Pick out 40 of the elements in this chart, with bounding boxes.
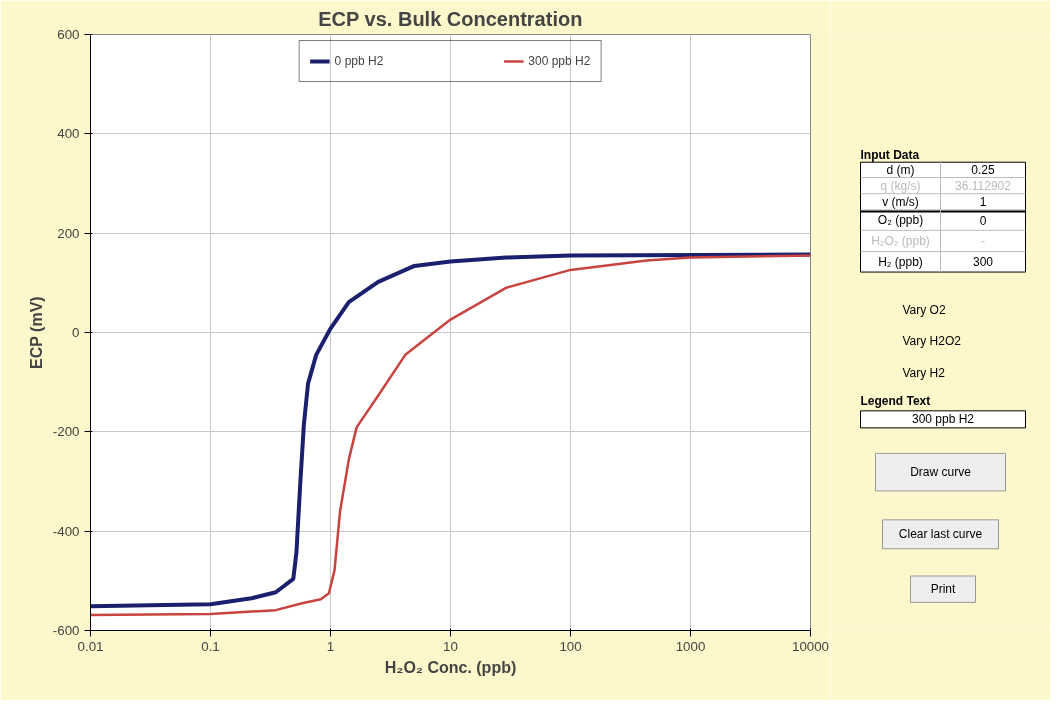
legend-label: 0 ppb H2 [334,54,384,68]
x-tick-label: 100 [559,638,582,654]
legend-label: 300 ppb H2 [528,54,591,68]
x-axis-title: H₂O₂ Conc. (ppb) [384,658,517,676]
chart-title: ECP vs. Bulk Concentration [318,7,583,30]
y-tick-label: -600 [52,623,80,638]
text: H₂ (ppb) [878,254,923,269]
x-tick-label: 0.01 [77,638,104,654]
text: Print [930,582,956,597]
x-tick-label: 1000 [675,638,706,654]
y-axis-title: ECP (mV) [27,296,45,369]
text: - [981,234,985,249]
text: Legend Text [860,393,931,408]
y-tick-label: -400 [52,523,80,539]
text: Vary H2O2 [902,334,962,349]
y-tick-label: 600 [57,27,80,42]
text: Draw curve [910,465,972,480]
x-tick-label: 10 [443,638,458,654]
text: Vary O2 [902,302,946,317]
y-tick-label: 400 [57,126,80,142]
text: Vary H2 [902,365,946,380]
text: 300 [972,255,994,270]
text: H₂O₂ (ppb) [871,233,930,248]
x-tick-label: 0.1 [201,638,220,654]
text: 300 ppb H2 [911,412,975,427]
text: d (m) [886,162,915,177]
y-tick-label: 200 [57,225,80,241]
text: O₂ (ppb) [877,213,924,228]
text: 0.25 [971,163,995,178]
x-tick-label: 1 [326,638,335,654]
text: v (m/s) [882,194,919,209]
text: Input Data [860,148,920,163]
text: 0 [979,213,987,228]
text: Clear last curve [898,527,983,542]
text: q (kg/s) [880,178,921,193]
y-tick-label: 0 [72,325,80,340]
x-tick-label: 10000 [791,638,830,654]
text: 36.112902 [955,179,1012,194]
text: 1 [979,195,987,210]
y-tick-label: -200 [52,424,80,440]
